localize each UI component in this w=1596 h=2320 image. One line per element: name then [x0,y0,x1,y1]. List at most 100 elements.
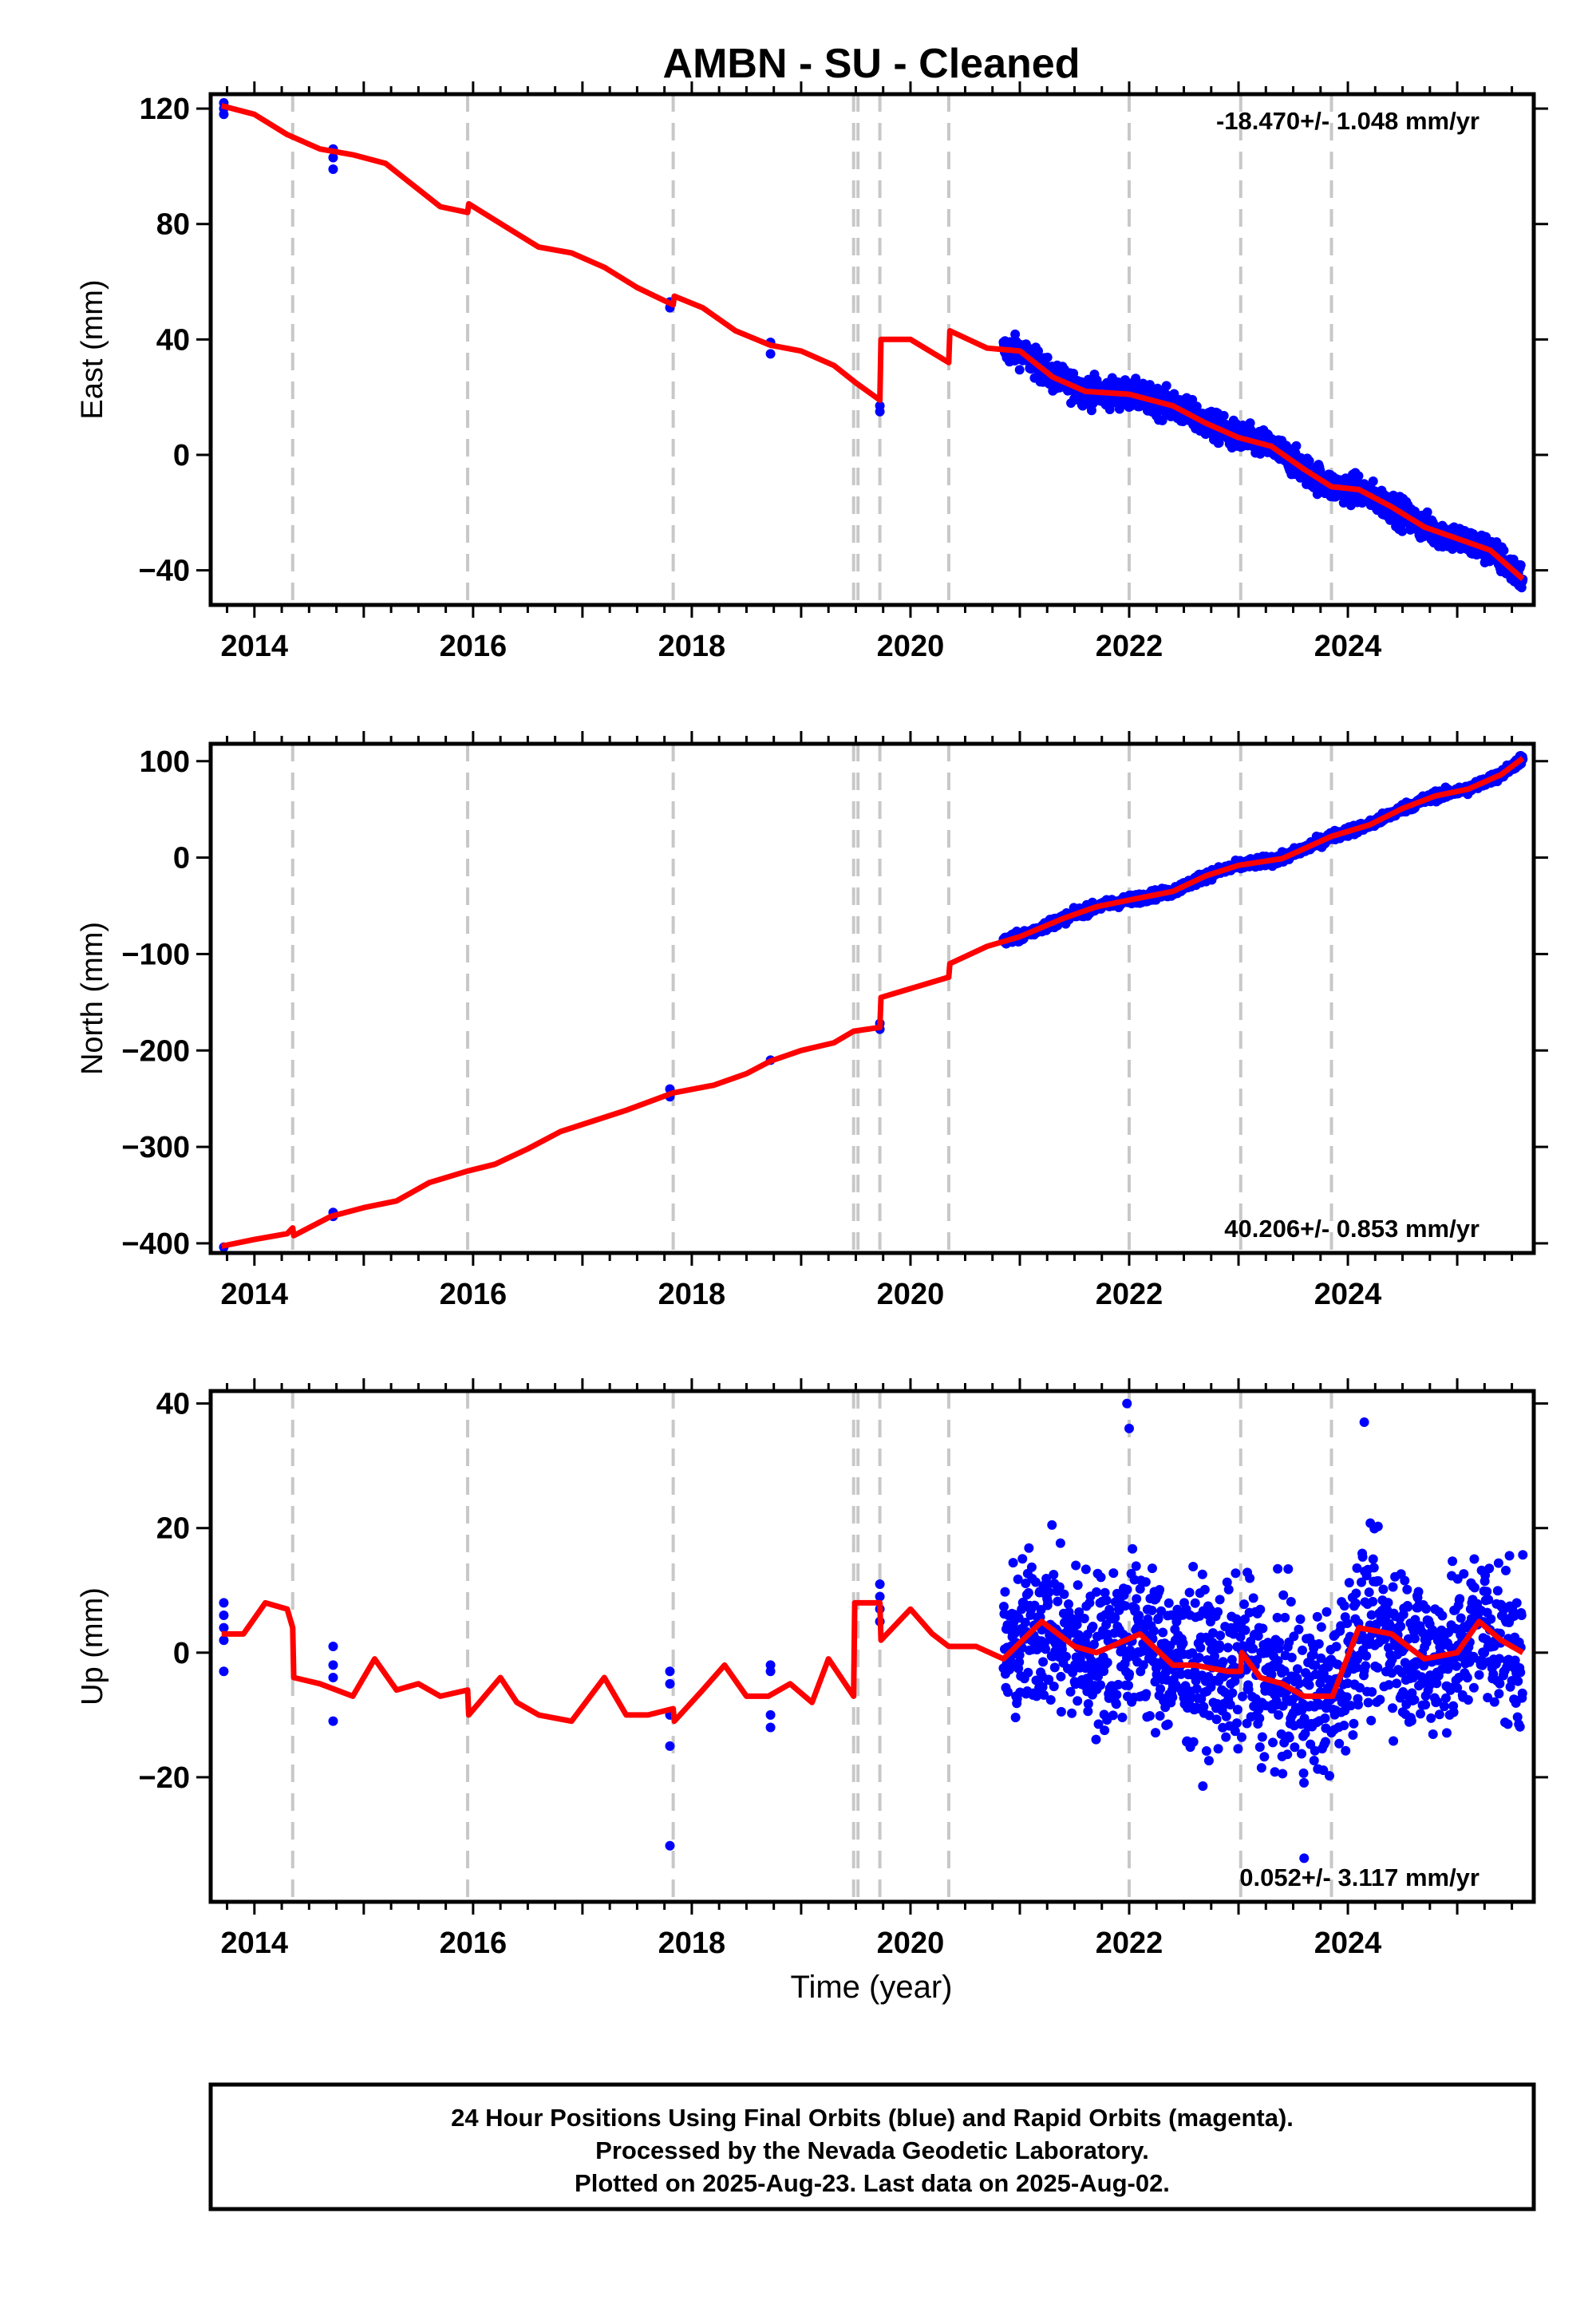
data-point [665,1741,675,1751]
footer-line-2: Processed by the Nevada Geodetic Laborat… [595,2136,1149,2164]
data-point [1100,1587,1110,1598]
data-point [1033,346,1044,356]
data-point [1010,1713,1021,1723]
data-point [1230,1676,1240,1686]
data-point [1041,1574,1052,1584]
x-tick-label: 2018 [658,1927,726,1960]
x-tick-label: 2022 [1096,1278,1163,1311]
data-point [1274,1637,1285,1647]
data-point [219,109,229,120]
panel-2: 2014 2016 2018 2020 2022 2024 −400 −300 −200 −100… [76,731,1548,1311]
data-point [1402,1584,1412,1595]
x-tick-label: 2014 [221,1927,289,1960]
data-point [1286,1597,1296,1607]
data-point [1320,1737,1330,1747]
data-point [1373,1576,1384,1587]
data-point [1349,1718,1359,1729]
data-point [328,1642,338,1651]
y-tick-label: −300 [121,1131,190,1164]
panel-frame [208,741,1536,1255]
data-point [1213,1607,1223,1617]
data-point [1440,1693,1451,1703]
data-point [1286,1652,1297,1662]
data-point [1266,1670,1277,1680]
data-point [1080,1663,1091,1674]
x-tick-label: 2014 [221,630,289,663]
data-point [1351,1662,1361,1673]
x-tick-label: 2024 [1314,1927,1382,1960]
model-fit-line [221,1599,1525,1725]
data-point [1096,1572,1106,1583]
data-point [1331,1642,1341,1652]
panel-frame [208,1389,1536,1904]
data-point [1124,1680,1134,1690]
data-point [1309,1755,1319,1765]
data-point [1452,1661,1462,1671]
data-point [1223,1584,1234,1595]
data-point [1318,1765,1329,1776]
data-point [1257,1732,1267,1742]
data-point [1161,381,1171,391]
data-point [1131,373,1141,384]
x-tick-label: 2020 [877,630,945,663]
data-point [1041,1644,1051,1654]
data-point [1279,1666,1290,1676]
data-point [1108,1568,1119,1579]
data-point [1122,1584,1132,1595]
data-point [1024,1543,1034,1553]
data-point [1225,1699,1235,1709]
y-tick-label: 0 [173,1637,190,1670]
data-point [1069,369,1079,379]
y-tick-label: 80 [156,208,190,242]
data-point [1361,1661,1371,1671]
data-point [1100,1725,1110,1736]
data-point [1342,1618,1353,1629]
data-point [1213,1744,1223,1754]
data-point [1373,1662,1383,1673]
data-point [1156,1684,1166,1694]
chart-title: AMBN - SU - Cleaned [663,41,1080,87]
x-tick-label: 2024 [1314,1278,1382,1311]
data-point [1359,1417,1369,1428]
x-tick-label: 2016 [440,630,508,663]
data-point [1218,1657,1228,1667]
x-tick-label: 2020 [877,1278,945,1311]
data-point [875,406,885,417]
data-point [1459,1569,1469,1579]
data-point [1495,1678,1505,1689]
data-point [1150,1677,1160,1687]
data-point [1236,1732,1246,1742]
data-point [219,1598,229,1608]
data-point [1334,1738,1345,1749]
x-tick-label: 2016 [440,1927,508,1960]
plot-area [219,744,1528,1253]
data-point [1153,1613,1163,1623]
data-point [1055,1538,1065,1548]
data-point [1049,1570,1059,1580]
data-point [1292,1664,1302,1674]
data-point [1483,1595,1494,1605]
data-point [1278,1590,1289,1600]
data-point [1396,1621,1406,1631]
data-point [1101,1595,1112,1606]
data-point [1188,1561,1199,1571]
data-point [1409,1694,1420,1705]
data-point [1073,1696,1083,1706]
x-tick-label: 2022 [1096,630,1163,663]
model-fit-line [220,103,1525,582]
data-point [1205,1605,1215,1615]
data-point [1243,1685,1254,1695]
data-point [1273,1655,1283,1666]
data-point [1037,1682,1048,1692]
data-point [1222,1577,1232,1587]
data-point [1043,1597,1053,1607]
data-point [1304,456,1314,466]
data-point [1341,1745,1351,1756]
data-point [1515,560,1526,571]
data-point [1441,1728,1452,1738]
x-tick-label: 2016 [440,1278,508,1311]
data-point [1389,1736,1399,1746]
footer-frame [208,2082,1536,2211]
data-point [1355,1682,1365,1693]
